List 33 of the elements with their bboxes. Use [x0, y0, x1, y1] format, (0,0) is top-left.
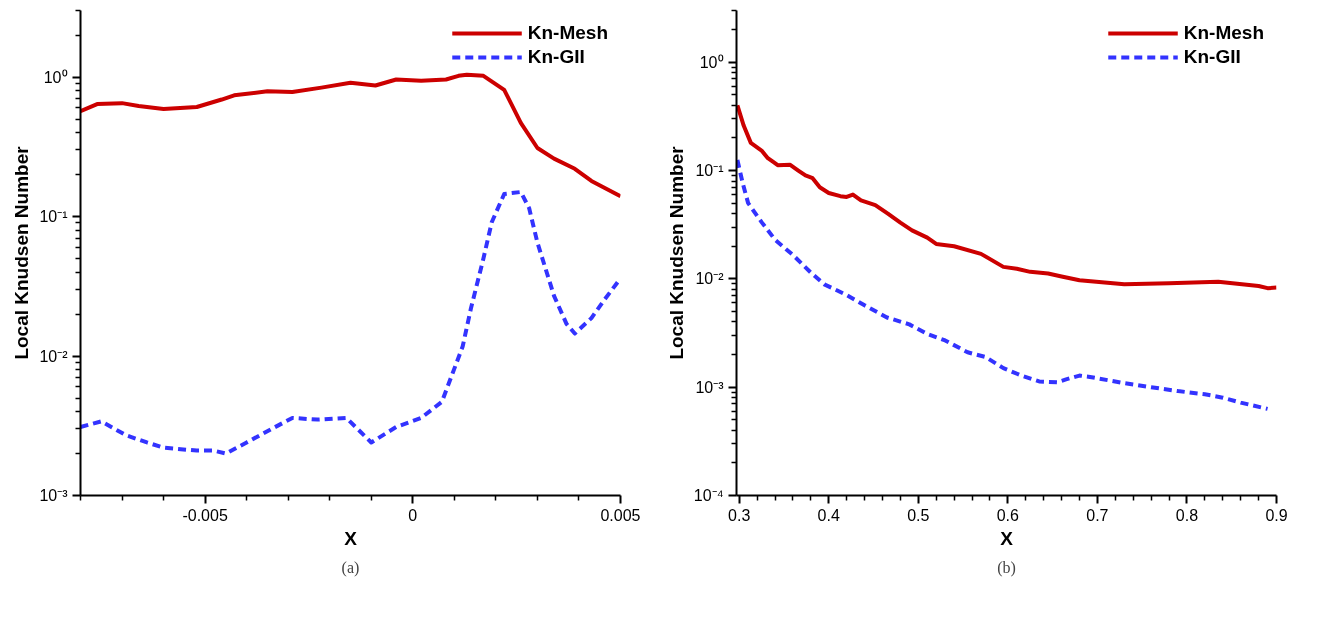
x-tick-label: 0.9 — [1265, 506, 1288, 524]
y-tick-label: 10⁻³ — [39, 487, 69, 504]
line-series — [736, 158, 1270, 411]
x-tick-label: -0.005 — [182, 506, 228, 524]
y-axis-title: Local Knudsen Number — [11, 145, 33, 360]
y-tick-label: 10⁰ — [43, 68, 68, 86]
legend-label: Kn-Mesh — [527, 22, 608, 44]
x-tick-label: 0.3 — [728, 506, 751, 524]
legend-label: Kn-Mesh — [1183, 22, 1264, 44]
y-tick-label: 10⁻² — [695, 270, 725, 288]
x-tick-label: 0.5 — [907, 506, 930, 524]
legend-label: Kn-GII — [1183, 46, 1241, 68]
y-tick-label: 10⁻¹ — [695, 162, 724, 180]
y-tick-label: 10⁻² — [39, 347, 69, 365]
x-axis-title: X — [1000, 527, 1014, 549]
y-tick-label: 10⁰ — [699, 53, 724, 71]
legend-label: Kn-GII — [527, 46, 585, 68]
y-tick-label: 10⁻⁴ — [693, 487, 724, 504]
y-axis-title: Local Knudsen Number — [665, 145, 687, 360]
x-axis-title: X — [344, 527, 358, 549]
x-tick-label: 0.7 — [1086, 506, 1109, 524]
y-tick-label: 10⁻³ — [695, 378, 725, 396]
x-tick-label: 0.6 — [996, 506, 1020, 524]
line-series — [80, 189, 621, 456]
x-tick-label: 0.005 — [600, 506, 641, 524]
x-tick-label: 0 — [408, 506, 418, 524]
y-tick-label: 10⁻¹ — [39, 208, 68, 226]
text: (b) — [997, 558, 1016, 577]
line-series — [736, 103, 1277, 291]
x-tick-label: 0.8 — [1175, 506, 1199, 524]
text: (a) — [341, 558, 360, 577]
line-series — [80, 72, 621, 199]
x-tick-label: 0.4 — [817, 506, 840, 524]
